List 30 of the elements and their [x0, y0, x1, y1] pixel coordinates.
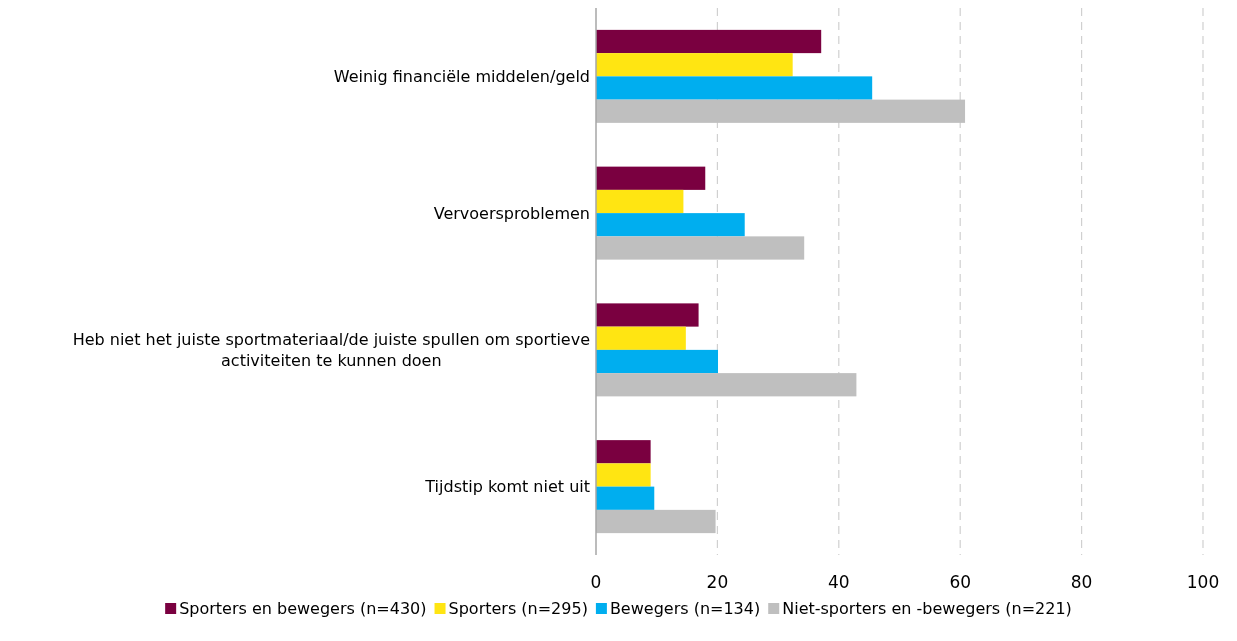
bar: [596, 349, 719, 374]
y-tick-label: Vervoersproblemen: [433, 203, 590, 223]
y-tick-label: Weinig financiële middelen/geld: [333, 66, 590, 86]
bar: [596, 440, 651, 464]
bar: [596, 373, 857, 397]
bar: [596, 463, 651, 487]
legend-label: Sporters en bewegers (n=430): [179, 599, 427, 618]
bar: [596, 189, 684, 214]
bar: [596, 99, 966, 123]
bar: [596, 486, 655, 510]
x-tick-label: 40: [827, 572, 850, 592]
bar: [596, 76, 873, 100]
bar: [596, 53, 793, 77]
y-tick-label: Tijdstip komt niet uit: [424, 477, 590, 497]
legend-label: Bewegers (n=134): [609, 599, 761, 618]
bar: [596, 29, 822, 54]
x-tick-label: 60: [949, 572, 972, 592]
legend-label: Sporters (n=295): [448, 599, 588, 618]
bar: [596, 326, 686, 350]
x-tick-label: 20: [706, 572, 729, 592]
legend-label: Niet-sporters en -bewegers (n=221): [782, 599, 1072, 618]
bar: [596, 213, 745, 237]
x-tick-label: 80: [1070, 572, 1093, 592]
x-tick-label: 100: [1186, 572, 1220, 592]
bar: [596, 236, 805, 260]
bar: [596, 166, 706, 190]
bar: [596, 303, 699, 327]
bar: [596, 509, 716, 534]
y-tick-label: Heb niet het juiste sportmateriaal/de juiste spullen om sportieve activiteiten te kunnen doen: [72, 330, 590, 370]
x-tick-label: 0: [590, 572, 602, 592]
